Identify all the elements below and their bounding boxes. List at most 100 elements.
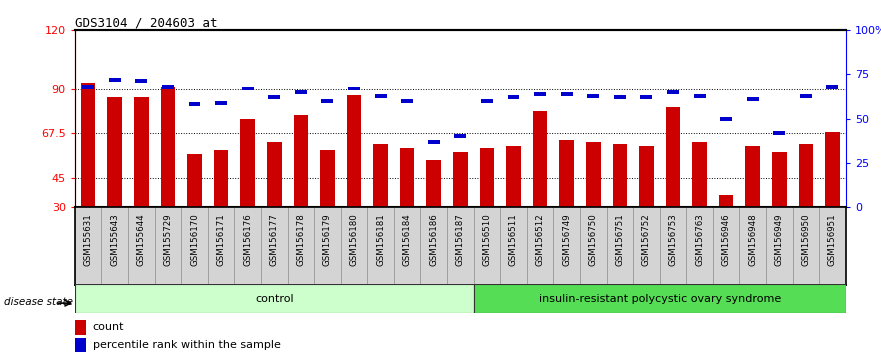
Bar [160,87,175,207]
Bar [401,99,413,103]
Bar [101,207,128,285]
Text: control: control [255,294,293,304]
Text: GDS3104 / 204603_at: GDS3104 / 204603_at [75,16,218,29]
Bar [82,85,94,89]
Bar [400,148,414,207]
Bar [215,101,227,105]
Bar [374,144,388,207]
Text: GSM155631: GSM155631 [84,213,93,266]
Text: GSM156949: GSM156949 [774,213,784,266]
Bar [474,207,500,285]
Bar [261,207,287,285]
Bar [162,85,174,89]
Bar [455,134,466,138]
Bar [793,207,819,285]
Bar [75,320,86,335]
Bar [181,207,208,285]
Text: GSM156187: GSM156187 [455,213,465,266]
Bar [394,207,420,285]
Bar [507,146,521,207]
Text: GSM156763: GSM156763 [695,213,704,266]
Bar [819,207,846,285]
Bar [341,207,367,285]
Bar [612,144,627,207]
Text: GSM156753: GSM156753 [669,213,677,266]
Text: GSM156180: GSM156180 [350,213,359,266]
Bar [75,207,101,285]
Bar [322,99,333,103]
Bar [720,116,732,121]
Text: GSM156752: GSM156752 [642,213,651,266]
Bar [560,92,573,96]
Text: percentile rank within the sample: percentile rank within the sample [93,340,280,350]
Bar [640,95,652,99]
Text: GSM156946: GSM156946 [722,213,730,266]
Text: GSM156510: GSM156510 [483,213,492,266]
Bar [580,207,606,285]
Bar [826,85,839,89]
Text: GSM156186: GSM156186 [429,213,438,266]
Bar [208,207,234,285]
Text: GSM156178: GSM156178 [296,213,306,266]
Bar [666,107,680,207]
Bar [189,102,201,107]
Bar [426,160,441,207]
Text: count: count [93,322,124,332]
Bar [128,207,155,285]
Bar [428,139,440,144]
Bar [719,195,734,207]
Bar [75,284,474,313]
Bar [347,95,361,207]
Bar [606,207,633,285]
Bar [825,132,840,207]
Bar [534,92,546,96]
Text: GSM155644: GSM155644 [137,213,146,266]
Bar [474,284,846,313]
Bar [745,146,760,207]
Bar [315,207,341,285]
Text: GSM156950: GSM156950 [802,213,811,266]
Text: insulin-resistant polycystic ovary syndrome: insulin-resistant polycystic ovary syndr… [538,294,781,304]
Bar [798,144,813,207]
Bar [633,207,660,285]
Text: GSM156512: GSM156512 [536,213,544,266]
Bar [692,142,707,207]
Bar [739,207,766,285]
Bar [481,99,492,103]
Bar [420,207,447,285]
Bar [267,142,282,207]
Text: GSM156176: GSM156176 [243,213,252,266]
Text: GSM156749: GSM156749 [562,213,571,266]
Bar [559,140,574,207]
Bar [533,111,547,207]
Bar [81,83,95,207]
Bar [693,93,706,98]
Bar [766,207,793,285]
Bar [348,86,360,91]
Bar [774,131,785,135]
Bar [527,207,553,285]
Text: GSM156171: GSM156171 [217,213,226,266]
Bar [214,150,228,207]
Text: disease state: disease state [4,297,73,307]
Bar [287,207,315,285]
Bar [269,95,280,99]
Bar [588,93,599,98]
Bar [187,154,202,207]
Bar [713,207,739,285]
Bar [367,207,394,285]
Bar [507,95,520,99]
Bar [241,119,255,207]
Text: GSM156170: GSM156170 [190,213,199,266]
Bar [155,207,181,285]
Text: GSM156948: GSM156948 [748,213,758,266]
Bar [136,79,147,84]
Bar [772,152,787,207]
Text: GSM156179: GSM156179 [323,213,332,266]
Bar [295,90,307,94]
Bar [800,93,812,98]
Bar [500,207,527,285]
Bar [447,207,474,285]
Text: GSM156177: GSM156177 [270,213,278,266]
Bar [586,142,601,207]
